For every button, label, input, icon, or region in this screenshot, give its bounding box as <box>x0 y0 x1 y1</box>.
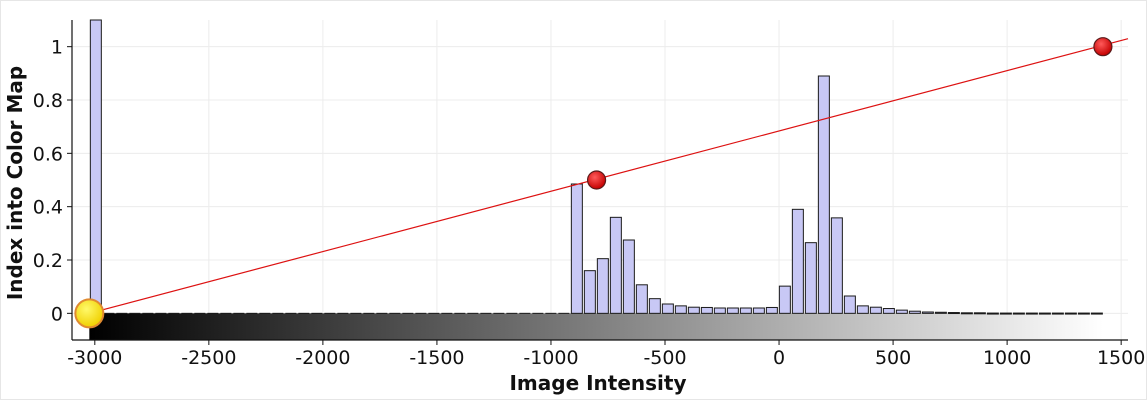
y-axis-title: Index into Color Map <box>3 66 27 300</box>
histogram-bar <box>570 183 583 314</box>
histogram-bar <box>973 312 986 315</box>
histogram-bar <box>622 239 635 314</box>
histogram-bar <box>713 307 726 314</box>
x-tick-label: -3000 <box>67 347 122 369</box>
histogram-bar <box>700 306 713 314</box>
x-tick-label: 1500 <box>1097 347 1145 369</box>
y-tick-label: 0.8 <box>33 90 63 112</box>
histogram-bar <box>687 306 700 314</box>
histogram-bars <box>89 19 1103 315</box>
histogram-bar <box>674 305 687 314</box>
x-tick-label: 500 <box>875 347 911 369</box>
histogram-bar <box>648 298 661 314</box>
y-tick-label: 0 <box>51 303 63 325</box>
histogram-bar <box>830 217 843 314</box>
axes <box>71 20 1128 341</box>
histogram-bar <box>765 306 778 314</box>
histogram-bar <box>999 312 1012 315</box>
y-tick-label: 0.2 <box>33 250 63 272</box>
histogram-bar <box>1077 312 1090 315</box>
histogram-bar <box>89 19 102 314</box>
x-tick-label: -1000 <box>523 347 578 369</box>
histogram-bar <box>1012 312 1025 315</box>
x-tick-label: -500 <box>643 347 686 369</box>
histogram-bar <box>752 307 765 314</box>
transfer-function-line <box>89 38 1129 314</box>
histogram-bar <box>908 310 921 314</box>
histogram-bar <box>804 242 817 314</box>
control-point[interactable] <box>1093 37 1113 57</box>
y-tick-label: 1 <box>51 37 63 59</box>
histogram-bar <box>791 208 804 314</box>
x-axis-title: Image Intensity <box>509 371 686 395</box>
histogram-bar <box>817 75 830 314</box>
color-map-gradient-bar <box>89 313 1104 340</box>
y-tick-label: 0.6 <box>33 143 63 165</box>
transfer-function-points[interactable] <box>74 37 1113 329</box>
histogram-bar <box>778 285 791 314</box>
histogram-bar <box>726 307 739 314</box>
histogram-bar <box>1051 312 1064 315</box>
histogram-bar <box>986 312 999 315</box>
histogram-bar <box>921 311 934 314</box>
histogram-bar <box>895 309 908 314</box>
histogram-bar <box>960 312 973 315</box>
histogram-bar <box>856 305 869 314</box>
y-tick-label: 0.4 <box>33 197 63 219</box>
histogram-bar <box>1025 312 1038 315</box>
histogram-bar <box>609 216 622 314</box>
histogram-bar <box>882 308 895 314</box>
x-tick-label: -1500 <box>409 347 464 369</box>
x-tick-label: 1000 <box>983 347 1031 369</box>
selected-control-point[interactable] <box>74 298 105 329</box>
histogram-bar <box>739 307 752 314</box>
histogram-bar <box>947 312 960 315</box>
y-axis-ticks: 0 0.2 0.4 0.6 0.8 1 <box>33 37 72 325</box>
histogram-bar <box>934 311 947 314</box>
x-tick-label: -2000 <box>295 347 350 369</box>
control-point[interactable] <box>586 170 607 190</box>
histogram-bar <box>843 295 856 314</box>
histogram-bar <box>1064 312 1077 315</box>
x-axis-ticks: -3000 -2500 -2000 -1500 -1000 -500 0 500 1000 150… <box>67 340 1145 369</box>
x-tick-label: -2500 <box>181 347 236 369</box>
histogram-bar <box>635 284 648 314</box>
histogram-bar <box>1038 312 1051 315</box>
histogram-bar <box>583 270 596 314</box>
histogram-bar <box>661 303 674 314</box>
histogram-bar <box>596 258 609 314</box>
histogram-bar <box>869 306 882 314</box>
histogram-bar <box>1090 312 1103 315</box>
x-tick-label: 0 <box>773 347 785 369</box>
